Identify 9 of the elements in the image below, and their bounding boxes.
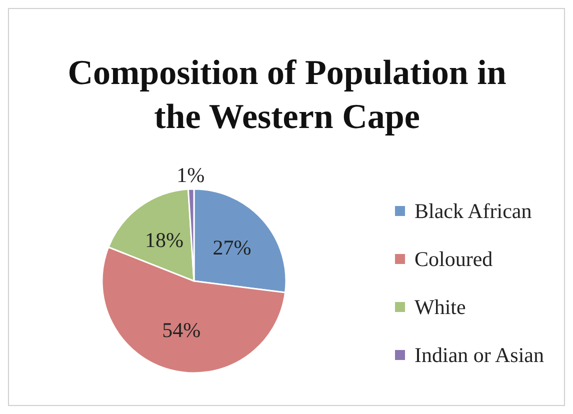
legend-label: White bbox=[414, 294, 466, 320]
data-label: 1% bbox=[176, 163, 205, 188]
data-label: 27% bbox=[212, 236, 252, 260]
data-label: 54% bbox=[162, 318, 201, 342]
data-label: 18% bbox=[145, 228, 184, 252]
legend-label: Coloured bbox=[414, 246, 493, 272]
legend-label: Black African bbox=[414, 198, 532, 224]
chart-title: Composition of Population in the Western Cape bbox=[67, 52, 507, 138]
legend-label: Indian or Asian bbox=[414, 342, 544, 368]
